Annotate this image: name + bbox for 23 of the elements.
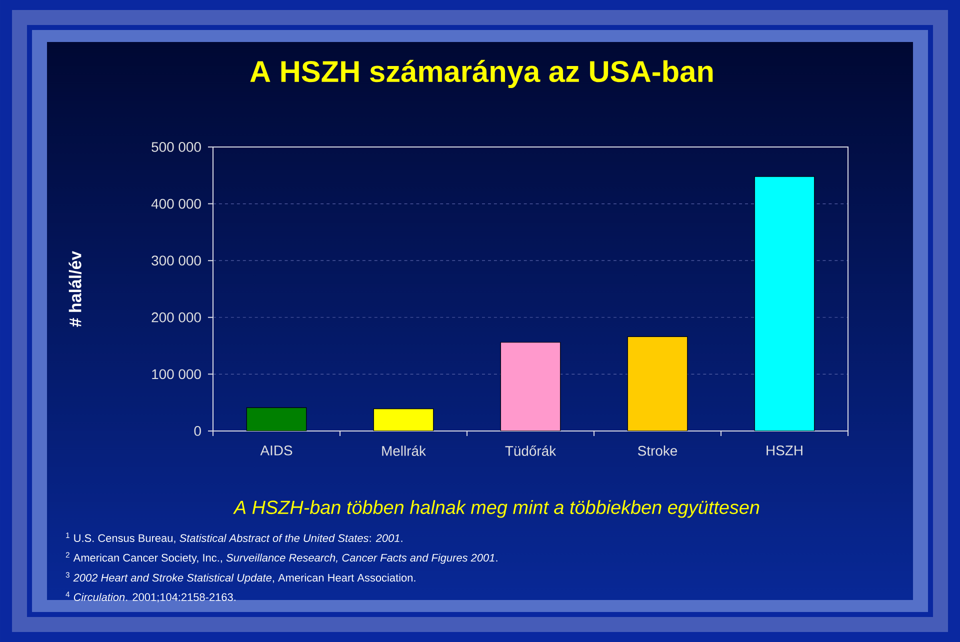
x-tick-label: Tüdőrák [505, 445, 556, 456]
text: $^{1}$ U.S. Census Bureau, Statistical Abstract of the United States: 2001. [66, 532, 402, 544]
y-tick-label: 300 000 [152, 256, 201, 266]
bar [627, 336, 688, 431]
y-tick-label: 100 000 [152, 369, 201, 380]
x-tick-label: HSZH [766, 445, 802, 456]
x-tick-label: Mellrák [382, 445, 426, 456]
text: $^{2}$ American Cancer Society, Inc., Surveillance Research, Cancer Facts and Figures 2001. [66, 552, 498, 564]
x-tick-label: AIDS [260, 445, 292, 456]
y-axis-title: # halál/év [68, 250, 82, 327]
bar [373, 408, 434, 431]
y-tick-label: 0 [194, 426, 201, 436]
y-tick-label: 200 000 [152, 312, 201, 322]
bar [754, 176, 815, 431]
chart-title: A HSZH számaránya az USA-ban [250, 60, 713, 88]
y-tick-label: 400 000 [151, 198, 201, 209]
text: $^{3}$ 2002 Heart and Stroke Statistical Update, American Heart Association. [66, 572, 416, 584]
text: $^{4}$ Circulation. 2001;104:2158-2163. [66, 592, 236, 602]
text: A HSZH-ban többen halnak meg mint a többiekben együttesen [233, 500, 760, 518]
y-tick-label: 500 000 [152, 142, 201, 152]
bar [500, 342, 561, 431]
bar [246, 407, 307, 431]
x-tick-label: Stroke [638, 446, 678, 456]
